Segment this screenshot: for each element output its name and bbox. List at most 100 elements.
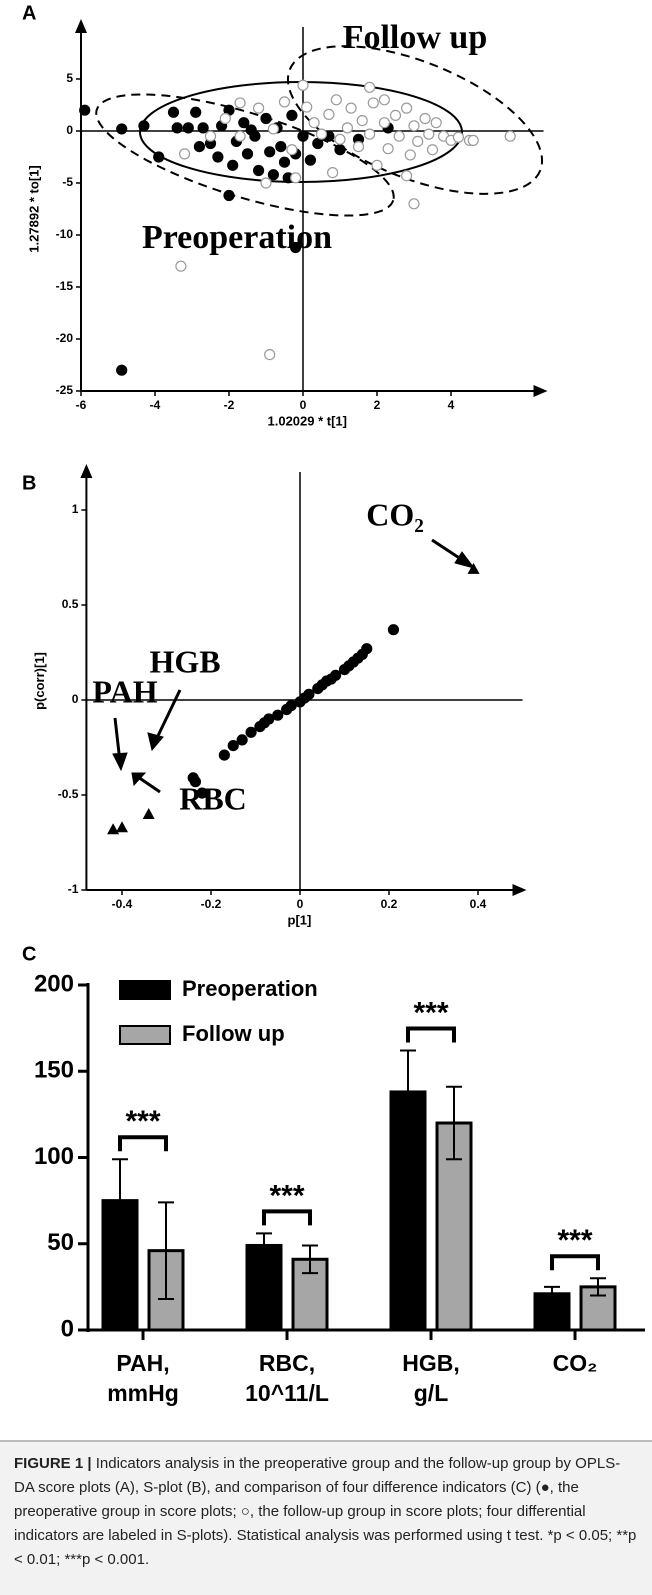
point bbox=[264, 146, 276, 158]
bar bbox=[579, 1285, 617, 1332]
point bbox=[219, 112, 231, 125]
point bbox=[260, 112, 272, 125]
caption: FIGURE 1 | Indicators analysis in the pr… bbox=[0, 1440, 652, 1595]
axis-arrow bbox=[512, 884, 527, 896]
x-tick-label: 0 bbox=[300, 398, 307, 412]
x-axis-title: 1.02029 * t[1] bbox=[268, 413, 348, 428]
point bbox=[341, 122, 353, 134]
error-bar bbox=[256, 1232, 272, 1259]
panel-label: B bbox=[22, 472, 36, 494]
point bbox=[234, 130, 246, 142]
x-tick-label: 10^11/L bbox=[245, 1380, 329, 1406]
y-tick-label: -10 bbox=[56, 227, 74, 241]
axis-arrow bbox=[80, 464, 93, 478]
point bbox=[253, 102, 265, 114]
point bbox=[227, 739, 239, 752]
point bbox=[238, 117, 250, 129]
panel-label: C bbox=[22, 943, 36, 965]
point bbox=[267, 169, 279, 181]
x-tick-label: CO₂ bbox=[553, 1350, 598, 1376]
x-axis-title: p[1] bbox=[288, 912, 312, 927]
point bbox=[430, 117, 442, 129]
point bbox=[408, 198, 420, 210]
point bbox=[356, 114, 368, 127]
x-tick-label: -4 bbox=[150, 398, 161, 412]
triangle-point bbox=[116, 821, 128, 833]
legend-swatch bbox=[119, 980, 171, 1000]
x-tick-label: -2 bbox=[224, 398, 235, 412]
error-bar bbox=[544, 1285, 560, 1302]
point bbox=[245, 124, 257, 136]
point bbox=[116, 364, 128, 376]
point bbox=[412, 135, 424, 147]
x-tick-label: HGB, bbox=[402, 1350, 460, 1376]
x-tick-label: g/L bbox=[414, 1380, 449, 1406]
arrow-head bbox=[131, 772, 147, 787]
y-tick-label: 1 bbox=[72, 502, 79, 516]
point bbox=[367, 97, 379, 109]
arrow-head bbox=[112, 752, 128, 772]
caption-text: Indicators analysis in the preoperative … bbox=[14, 1455, 637, 1568]
group-annotation: Preoperation bbox=[142, 219, 332, 256]
point bbox=[334, 144, 346, 156]
point bbox=[182, 122, 194, 134]
point bbox=[419, 112, 431, 125]
error-bar bbox=[158, 1201, 174, 1300]
point bbox=[330, 669, 342, 681]
y-tick-label: 0 bbox=[72, 692, 79, 706]
point bbox=[236, 734, 248, 746]
point bbox=[301, 101, 313, 113]
point bbox=[315, 128, 328, 140]
significance-bracket bbox=[262, 1209, 312, 1226]
x-tick-label: 2 bbox=[374, 398, 381, 412]
point bbox=[327, 167, 339, 179]
point bbox=[286, 144, 298, 156]
point bbox=[272, 709, 284, 721]
y-axis-title: p(corr)[1] bbox=[32, 652, 47, 710]
ellipses bbox=[95, 45, 544, 217]
point bbox=[308, 117, 320, 129]
point bbox=[297, 130, 309, 142]
triangle-point bbox=[142, 808, 155, 819]
panel-label: A bbox=[22, 2, 36, 24]
y-tick-label: 150 bbox=[34, 1057, 74, 1084]
x-tick-label: mmHg bbox=[107, 1380, 179, 1406]
point bbox=[116, 123, 128, 135]
error-bar bbox=[400, 1049, 416, 1135]
point bbox=[334, 133, 346, 145]
y-tick-label: -0.5 bbox=[58, 787, 79, 801]
point bbox=[167, 106, 180, 118]
significance-label: *** bbox=[413, 996, 448, 1029]
y-tick-label: 0 bbox=[61, 1315, 74, 1342]
point bbox=[382, 143, 394, 155]
point bbox=[290, 172, 302, 184]
axis-arrow bbox=[75, 19, 87, 33]
caption-label: FIGURE 1 | bbox=[14, 1455, 92, 1472]
point bbox=[138, 120, 150, 132]
point bbox=[245, 726, 257, 738]
y-tick-label: -15 bbox=[56, 279, 74, 293]
x-tick-label: 0 bbox=[297, 897, 304, 911]
legend-label: Preoperation bbox=[182, 976, 318, 1001]
point bbox=[378, 117, 390, 129]
x-tick-label: -6 bbox=[76, 398, 87, 412]
point bbox=[153, 151, 165, 163]
legend-label: Follow up bbox=[182, 1021, 285, 1046]
point bbox=[227, 159, 239, 171]
bar bbox=[245, 1243, 283, 1332]
point bbox=[297, 79, 309, 91]
point-label: CO₂ bbox=[366, 496, 424, 532]
point bbox=[290, 241, 302, 254]
point bbox=[189, 776, 202, 788]
point-label: PAH bbox=[92, 673, 157, 709]
y-tick-label: 100 bbox=[34, 1143, 74, 1170]
point-label: RBC bbox=[179, 780, 247, 816]
arrow bbox=[137, 775, 161, 794]
y-tick-label: -1 bbox=[68, 882, 79, 896]
point bbox=[196, 787, 208, 799]
significance-bracket bbox=[118, 1135, 168, 1152]
point bbox=[303, 688, 315, 700]
x-tick-label: PAH, bbox=[116, 1350, 169, 1376]
y-axis-title: 1.27892 * to[1] bbox=[26, 165, 41, 252]
